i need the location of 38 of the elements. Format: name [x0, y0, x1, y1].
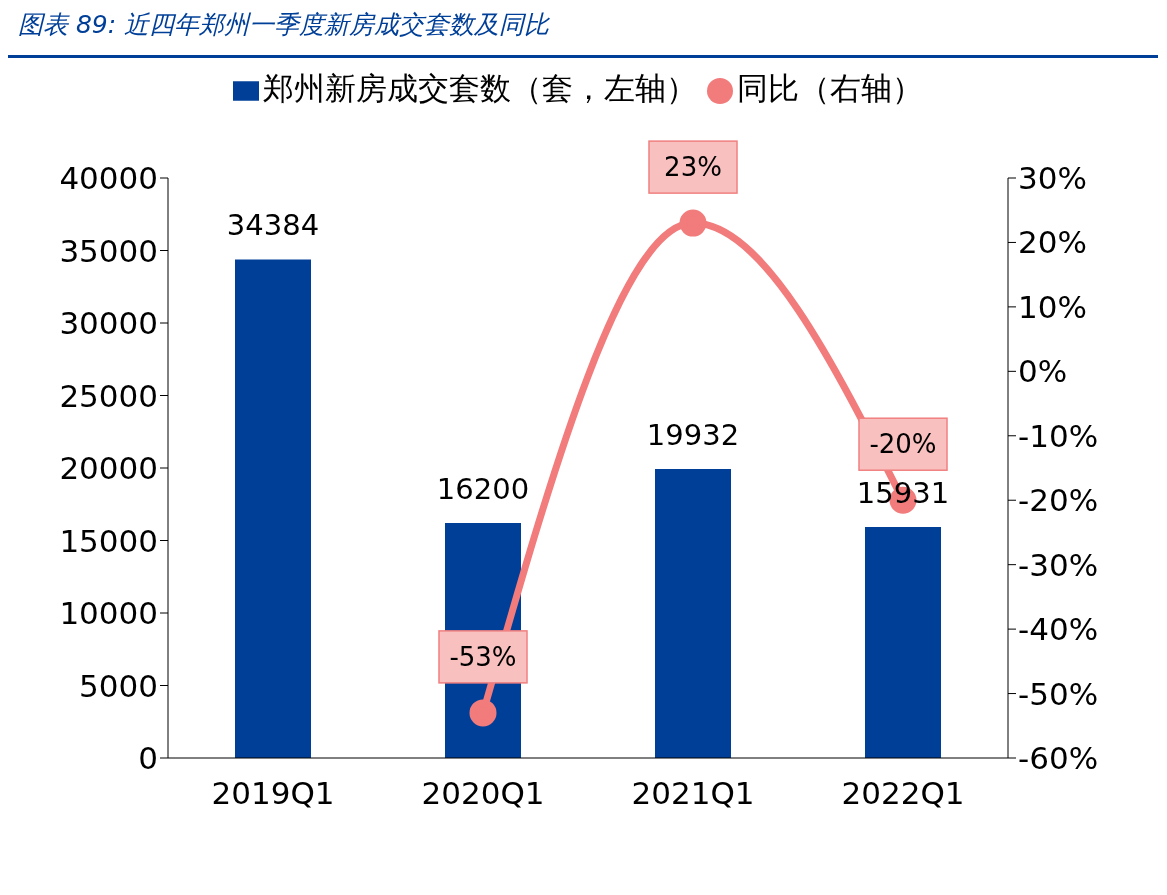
y2-tick-label: 10%	[1018, 288, 1087, 325]
y-tick-label: 0	[138, 740, 158, 777]
y2-tick-label: -10%	[1018, 417, 1099, 454]
y2-tick-label: -20%	[1018, 482, 1099, 519]
data-label: -20%	[869, 429, 937, 460]
x-tick-label: 2022Q1	[841, 775, 965, 812]
y-tick-label: 30000	[59, 305, 158, 342]
y-tick-label: 35000	[59, 232, 158, 269]
y2-tick-label: 30%	[1018, 160, 1087, 197]
y-tick-label: 15000	[59, 522, 158, 559]
y2-tick-label: 0%	[1018, 353, 1068, 390]
point	[469, 699, 497, 727]
data-label: 15931	[856, 476, 950, 510]
bar	[235, 259, 311, 758]
data-label: 34384	[226, 208, 320, 243]
data-label: 23%	[664, 152, 722, 183]
y-tick-label: 10000	[59, 595, 158, 632]
data-label: -53%	[449, 641, 517, 672]
x-tick-label: 2021Q1	[631, 775, 755, 812]
legend-label: 郑州新房成交套数（套，左轴）	[263, 70, 697, 106]
y2-tick-label: 20%	[1018, 224, 1087, 261]
data-label: 16200	[436, 472, 530, 507]
point	[679, 209, 707, 237]
y-tick-label: 40000	[59, 160, 158, 197]
chart-title: 图表 89: 近四年郑州一季度新房成交套数及同比	[8, 8, 1158, 58]
x-tick-label: 2020Q1	[421, 775, 545, 812]
legend-label: 同比（右轴）	[737, 70, 923, 106]
y-tick-label: 5000	[79, 667, 158, 704]
bar	[655, 468, 731, 758]
y2-tick-label: -50%	[1018, 675, 1099, 712]
data-label: 19932	[646, 417, 740, 452]
bar	[865, 527, 941, 758]
y2-tick-label: -30%	[1018, 546, 1099, 583]
x-tick-label: 2019Q1	[211, 775, 335, 812]
y2-tick-label: -40%	[1018, 611, 1099, 648]
y-tick-label: 25000	[59, 377, 158, 414]
y2-tick-label: -60%	[1018, 740, 1099, 777]
y-tick-label: 20000	[59, 450, 158, 487]
